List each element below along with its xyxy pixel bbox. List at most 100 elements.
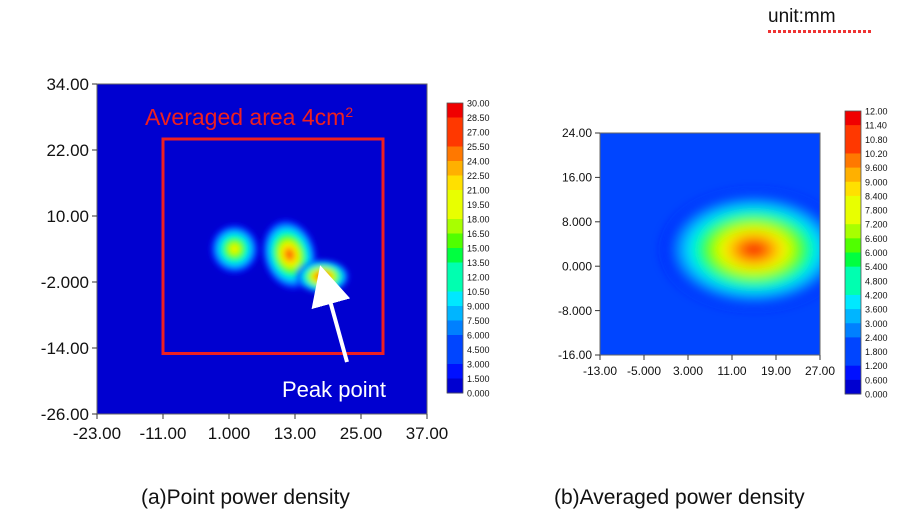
colorbar-tick-label: 8.400 xyxy=(865,191,888,201)
x-tick-label: -23.00 xyxy=(73,424,121,443)
colorbar-tick-label: 4.500 xyxy=(467,345,490,355)
colorbar-swatch xyxy=(447,132,463,147)
colorbar-swatch xyxy=(845,153,861,169)
colorbar-tick-label: 24.00 xyxy=(467,157,490,167)
colorbar-tick-label: 3.600 xyxy=(865,305,888,315)
colorbar-swatch xyxy=(447,349,463,365)
axes-a: -23.00 -11.00 1.000 13.00 25.00 37.00 34.00 22.… xyxy=(41,75,448,443)
colorbar-tick-label: 2.400 xyxy=(865,333,888,343)
colorbar-tick-label: 0.600 xyxy=(865,375,888,385)
colorbar-swatch xyxy=(447,277,463,292)
colorbar-swatch xyxy=(845,351,861,367)
colorbar-tick-label: 6.000 xyxy=(467,331,490,341)
averaged-area-box xyxy=(161,137,385,355)
colorbar-swatch xyxy=(447,320,463,336)
y-tick-label: -26.00 xyxy=(41,405,89,424)
colorbar-tick-label: 7.800 xyxy=(865,206,888,216)
colorbar-tick-label: 10.80 xyxy=(865,135,888,145)
heat-contour xyxy=(287,252,292,257)
averaged-power-density-chart: -13.00 -5.000 3.000 11.00 19.00 27.00 24.00 16.… xyxy=(558,107,888,400)
colorbar-tick-label: 7.200 xyxy=(865,220,888,230)
colorbar-tick-label: 18.00 xyxy=(467,215,490,225)
colorbar-tick-label: 9.600 xyxy=(865,163,888,173)
colorbar-swatch xyxy=(845,210,861,225)
colorbar-swatch xyxy=(447,161,463,176)
colorbar-b: 12.00 11.40 10.80 10.20 9.600 9.000 8.400 7.800… xyxy=(844,107,888,400)
colorbar-swatch xyxy=(447,117,463,133)
colorbar-tick-label: 3.000 xyxy=(865,319,888,329)
colorbar-swatch xyxy=(845,224,861,239)
colorbar-tick-label: 10.50 xyxy=(467,287,490,297)
colorbar-tick-label: 19.50 xyxy=(467,200,490,210)
colorbar-frame xyxy=(844,110,862,395)
colorbar-swatch xyxy=(447,364,463,379)
colorbar-swatch xyxy=(845,379,861,395)
plot-frame xyxy=(96,83,428,415)
caption-a: (a)Point power density xyxy=(141,486,350,509)
colorbar-swatch xyxy=(447,204,463,220)
colorbar-swatch xyxy=(447,335,463,350)
colorbar-tick-label: 4.200 xyxy=(865,290,888,300)
colorbar-tick-label: 7.500 xyxy=(467,316,490,326)
y-tick-label: -14.00 xyxy=(41,339,89,358)
colorbar-tick-label: 25.50 xyxy=(467,142,490,152)
caption-b: (b)Averaged power density xyxy=(554,486,805,509)
unit-label: unit:mm xyxy=(768,6,836,27)
y-tick-label: 0.000 xyxy=(562,259,592,273)
colorbar-tick-label: 10.20 xyxy=(865,149,888,159)
colorbar-swatch xyxy=(845,125,861,140)
x-tick-label: 11.00 xyxy=(717,364,746,378)
colorbar-swatch xyxy=(447,190,463,205)
colorbar-tick-label: 0.000 xyxy=(467,389,490,399)
colorbar-swatch xyxy=(845,111,861,126)
colorbar-tick-label: 1.800 xyxy=(865,347,888,357)
colorbar-swatch xyxy=(447,378,463,394)
colorbar-tick-label: 13.50 xyxy=(467,258,490,268)
x-tick-label: 13.00 xyxy=(274,424,317,443)
colorbar-tick-label: 16.50 xyxy=(467,229,490,239)
colorbar-tick-label: 3.000 xyxy=(467,360,490,370)
x-tick-label: 25.00 xyxy=(340,424,383,443)
colorbar-a: 30.00 28.50 27.00 25.50 24.00 22.50 21.00 19.50… xyxy=(446,99,490,399)
colorbar-swatch xyxy=(845,294,861,310)
colorbar-swatch xyxy=(845,309,861,324)
axes-b: -13.00 -5.000 3.000 11.00 19.00 27.00 24.00 16.… xyxy=(558,126,835,378)
colorbar-swatch xyxy=(845,337,861,353)
heat-contour xyxy=(320,275,325,278)
colorbar-swatch xyxy=(845,238,861,253)
colorbar-swatch xyxy=(447,291,463,307)
y-tick-label: 10.00 xyxy=(46,207,89,226)
plot-frame xyxy=(599,132,821,356)
averaged-area-label: Averaged area 4cm2 xyxy=(145,104,353,130)
colorbar-frame xyxy=(446,102,464,394)
heat-contour xyxy=(232,246,237,252)
colorbar-swatch xyxy=(447,219,463,234)
point-power-density-chart: -23.00 -11.00 1.000 13.00 25.00 37.00 34.00 22.… xyxy=(41,75,490,443)
x-tick-label: 37.00 xyxy=(406,424,449,443)
y-tick-label: 34.00 xyxy=(46,75,89,94)
colorbar-swatch xyxy=(845,181,861,197)
colorbar-tick-label: 12.00 xyxy=(865,107,888,117)
y-tick-label: 16.00 xyxy=(562,171,592,185)
heat-contour xyxy=(747,245,761,254)
colorbar-swatch xyxy=(845,323,861,338)
colorbar-swatch xyxy=(447,262,463,278)
colorbar-tick-label: 12.00 xyxy=(467,273,490,283)
colorbar-swatch xyxy=(845,365,861,381)
x-tick-label: 19.00 xyxy=(761,364,791,378)
colorbar-swatch xyxy=(845,266,861,282)
y-tick-label: 24.00 xyxy=(562,126,592,140)
x-tick-label: 27.00 xyxy=(805,364,835,378)
colorbar-tick-label: 21.00 xyxy=(467,186,490,196)
x-tick-label: -11.00 xyxy=(140,424,187,443)
colorbar-tick-label: 1.500 xyxy=(467,374,490,384)
colorbar-swatch xyxy=(845,167,861,183)
colorbar-tick-label: 9.000 xyxy=(467,302,490,312)
colorbar-tick-label: 5.400 xyxy=(865,262,888,272)
colorbar-tick-label: 30.00 xyxy=(467,99,490,109)
colorbar-swatch xyxy=(845,280,861,296)
colorbar-tick-label: 22.50 xyxy=(467,171,490,181)
heatmap-b xyxy=(663,192,820,307)
colorbar-tick-label: 0.000 xyxy=(865,390,888,400)
